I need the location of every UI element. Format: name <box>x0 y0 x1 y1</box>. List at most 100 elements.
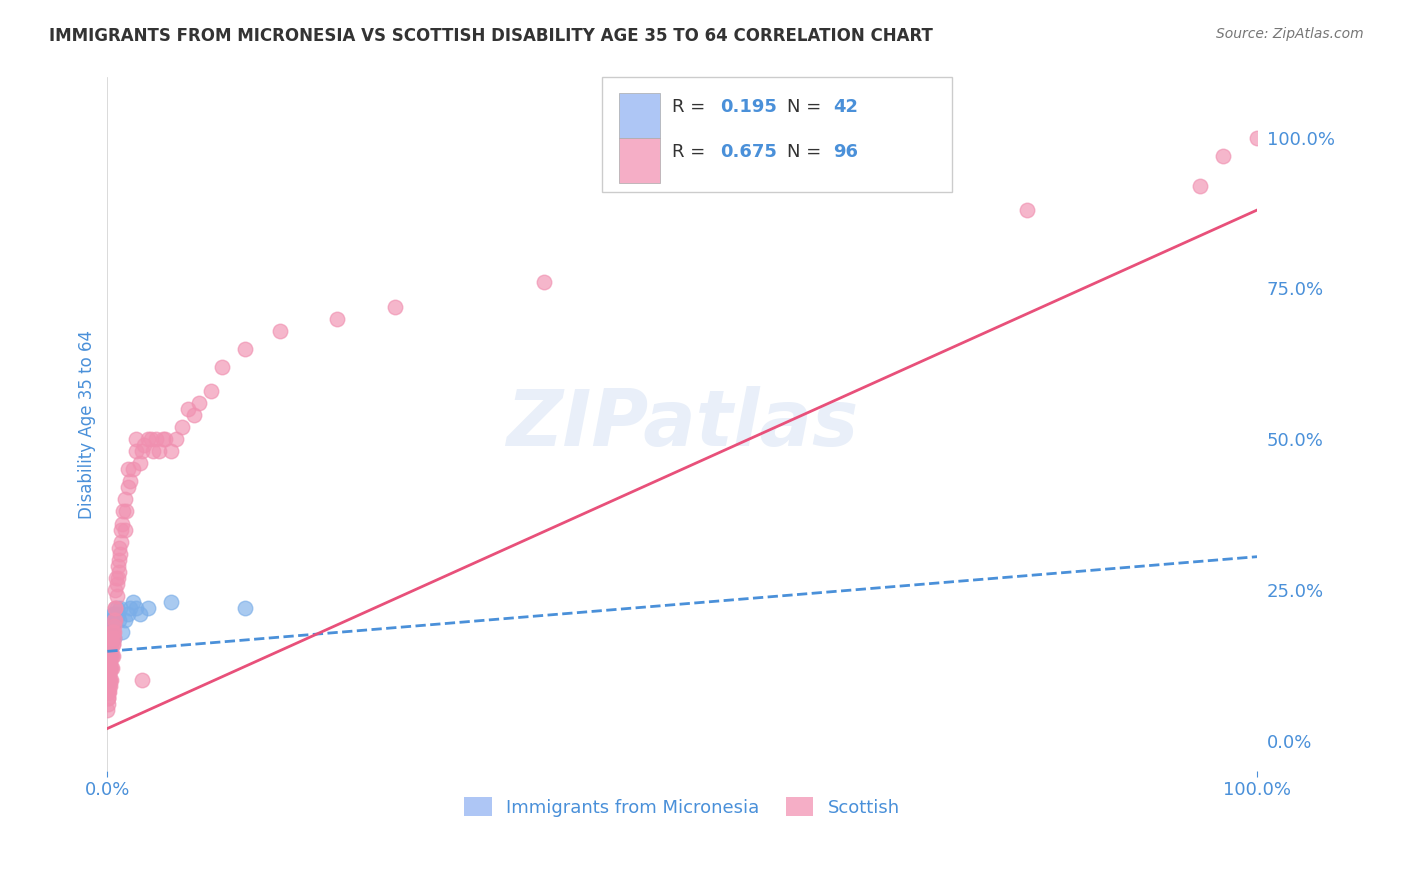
Point <box>120 601 142 615</box>
Point <box>131 444 153 458</box>
Point <box>97 685 120 699</box>
Point <box>121 462 143 476</box>
Point <box>104 613 127 627</box>
Point <box>117 607 139 621</box>
Point <box>97 673 120 688</box>
Point <box>152 432 174 446</box>
Point <box>148 444 170 458</box>
Point <box>159 444 181 458</box>
Point <box>103 631 125 645</box>
Text: R =: R = <box>672 98 711 116</box>
Point <box>108 541 131 555</box>
Point <box>98 655 121 669</box>
Point <box>97 661 120 675</box>
Text: 42: 42 <box>832 98 858 116</box>
Text: N =: N = <box>787 144 827 161</box>
Point <box>142 444 165 458</box>
Point <box>98 649 121 664</box>
Point <box>98 667 121 681</box>
Point <box>101 607 124 621</box>
Point <box>101 631 124 645</box>
Point <box>98 679 121 693</box>
Point <box>98 661 121 675</box>
Point <box>159 595 181 609</box>
Text: 0.675: 0.675 <box>720 144 778 161</box>
Text: 0.195: 0.195 <box>720 98 778 116</box>
Point <box>105 601 128 615</box>
Point <box>97 691 120 706</box>
Point <box>211 359 233 374</box>
Point <box>117 480 139 494</box>
Point <box>384 300 406 314</box>
Point <box>104 582 127 597</box>
Point <box>107 558 129 573</box>
Point <box>97 673 120 688</box>
Point <box>100 661 122 675</box>
Point <box>98 661 121 675</box>
Point <box>111 625 134 640</box>
Point <box>100 649 122 664</box>
Point <box>103 631 125 645</box>
Point <box>103 607 125 621</box>
Point <box>103 613 125 627</box>
Point <box>105 571 128 585</box>
Point <box>136 601 159 615</box>
Point <box>97 673 120 688</box>
Point <box>117 462 139 476</box>
Point <box>98 661 121 675</box>
Point <box>128 607 150 621</box>
Point <box>103 619 125 633</box>
Point <box>98 661 121 675</box>
Point <box>125 432 148 446</box>
Point <box>97 655 120 669</box>
Point <box>172 420 194 434</box>
Point <box>97 661 120 675</box>
Point <box>112 504 135 518</box>
Point <box>114 492 136 507</box>
Point <box>98 673 121 688</box>
Point <box>107 607 129 621</box>
Point <box>97 673 120 688</box>
Text: ZIPatlas: ZIPatlas <box>506 386 858 462</box>
Point <box>100 637 122 651</box>
Point <box>101 649 124 664</box>
Point <box>97 637 120 651</box>
Point <box>100 631 122 645</box>
Point <box>128 456 150 470</box>
FancyBboxPatch shape <box>602 78 952 192</box>
Point <box>108 552 131 566</box>
Point <box>100 613 122 627</box>
Point <box>110 523 132 537</box>
Point <box>98 649 121 664</box>
Point <box>101 637 124 651</box>
Text: R =: R = <box>672 144 711 161</box>
Point <box>101 631 124 645</box>
Point <box>111 516 134 531</box>
Point <box>108 565 131 579</box>
Text: Source: ZipAtlas.com: Source: ZipAtlas.com <box>1216 27 1364 41</box>
Point <box>110 534 132 549</box>
Point <box>165 432 187 446</box>
Point <box>125 444 148 458</box>
Point <box>103 625 125 640</box>
Point <box>326 311 349 326</box>
Point <box>1188 178 1211 193</box>
Point <box>101 619 124 633</box>
Point <box>121 595 143 609</box>
Point <box>101 625 124 640</box>
Point <box>97 685 120 699</box>
Point <box>101 613 124 627</box>
Y-axis label: Disability Age 35 to 64: Disability Age 35 to 64 <box>79 329 96 518</box>
Point <box>104 601 127 615</box>
Point <box>97 649 120 664</box>
Point <box>98 655 121 669</box>
Point <box>100 625 122 640</box>
Point <box>104 601 127 615</box>
Point <box>97 643 120 657</box>
FancyBboxPatch shape <box>619 138 661 183</box>
Point <box>98 667 121 681</box>
Point <box>97 631 120 645</box>
Point <box>125 601 148 615</box>
Point <box>100 643 122 657</box>
Point <box>101 637 124 651</box>
